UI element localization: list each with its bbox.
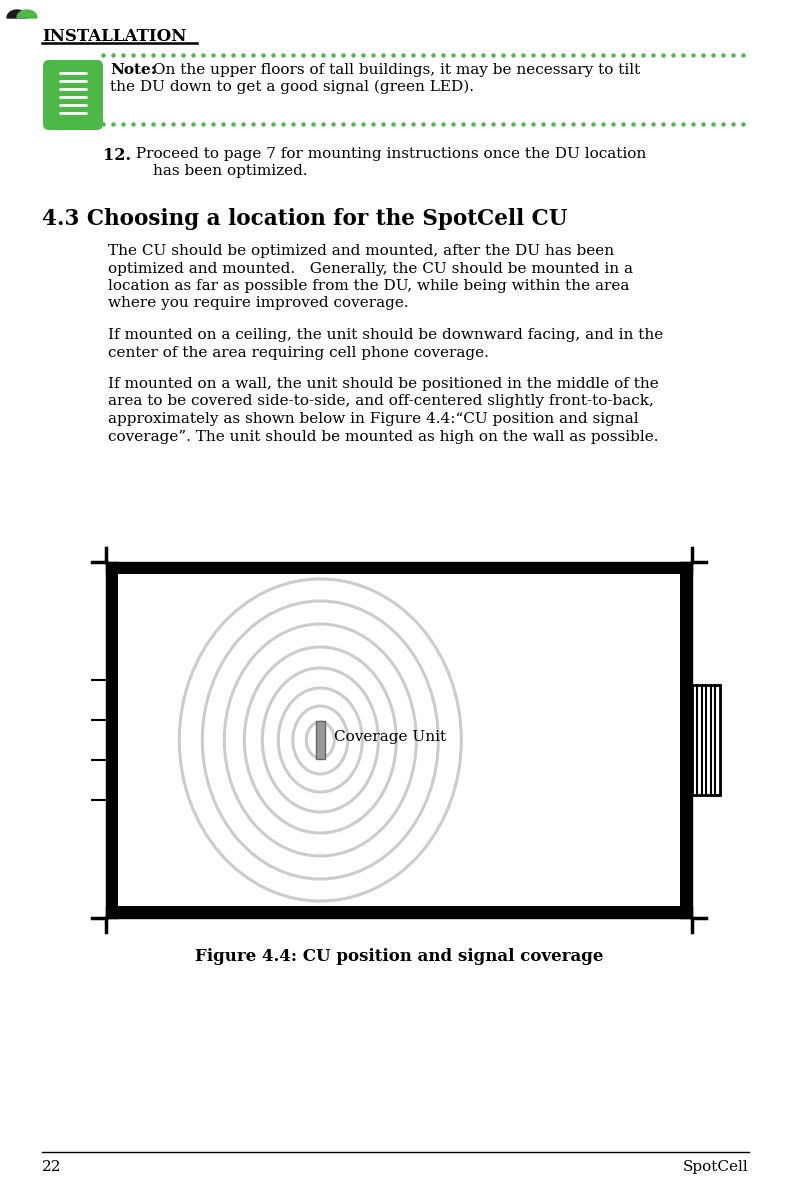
Bar bbox=[118, 574, 680, 907]
Text: Note:: Note: bbox=[110, 63, 157, 77]
Text: Proceed to page 7 for mounting instructions once the DU location: Proceed to page 7 for mounting instructi… bbox=[131, 147, 646, 161]
Text: the DU down to get a good signal (green LED).: the DU down to get a good signal (green … bbox=[110, 81, 474, 95]
Bar bbox=[106, 562, 692, 918]
Text: On the upper floors of tall buildings, it may be necessary to tilt: On the upper floors of tall buildings, i… bbox=[148, 63, 640, 77]
Text: Coverage Unit: Coverage Unit bbox=[335, 730, 446, 744]
Bar bbox=[692, 685, 720, 795]
Text: area to be covered side-to-side, and off-centered slightly front-to-back,: area to be covered side-to-side, and off… bbox=[108, 395, 654, 409]
Polygon shape bbox=[17, 9, 37, 18]
Text: optimized and mounted.   Generally, the CU should be mounted in a: optimized and mounted. Generally, the CU… bbox=[108, 262, 633, 275]
Text: coverage”. The unit should be mounted as high on the wall as possible.: coverage”. The unit should be mounted as… bbox=[108, 429, 658, 443]
Text: 22: 22 bbox=[42, 1160, 62, 1174]
Polygon shape bbox=[7, 9, 27, 18]
Text: INSTALLATION: INSTALLATION bbox=[42, 28, 187, 45]
FancyBboxPatch shape bbox=[43, 60, 103, 130]
Text: 12.: 12. bbox=[103, 147, 131, 164]
Text: location as far as possible from the DU, while being within the area: location as far as possible from the DU,… bbox=[108, 278, 630, 293]
Text: has been optimized.: has been optimized. bbox=[153, 164, 308, 178]
Bar bbox=[316, 720, 325, 760]
Text: Figure 4.4: CU position and signal coverage: Figure 4.4: CU position and signal cover… bbox=[195, 948, 604, 965]
Text: 4.3 Choosing a location for the SpotCell CU: 4.3 Choosing a location for the SpotCell… bbox=[42, 209, 567, 230]
Text: If mounted on a wall, the unit should be positioned in the middle of the: If mounted on a wall, the unit should be… bbox=[108, 377, 659, 391]
Text: If mounted on a ceiling, the unit should be downward facing, and in the: If mounted on a ceiling, the unit should… bbox=[108, 328, 663, 342]
Text: center of the area requiring cell phone coverage.: center of the area requiring cell phone … bbox=[108, 346, 489, 359]
Text: The CU should be optimized and mounted, after the DU has been: The CU should be optimized and mounted, … bbox=[108, 244, 614, 258]
Text: SpotCell: SpotCell bbox=[683, 1160, 749, 1174]
Text: where you require improved coverage.: where you require improved coverage. bbox=[108, 296, 409, 310]
Text: approximately as shown below in Figure 4.4:“CU position and signal: approximately as shown below in Figure 4… bbox=[108, 412, 638, 425]
